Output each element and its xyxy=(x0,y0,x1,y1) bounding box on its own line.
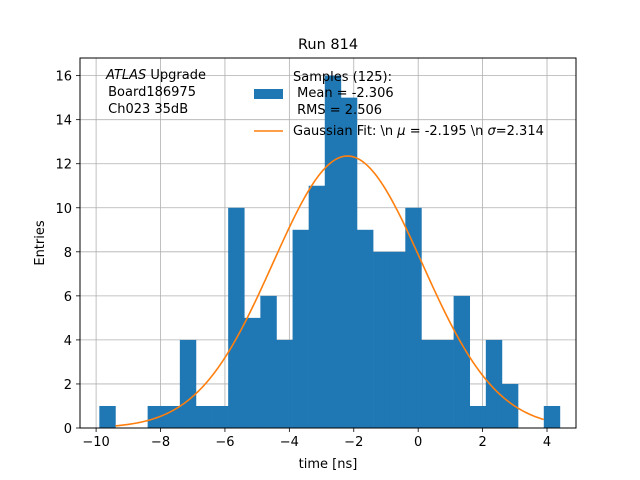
histogram-bar xyxy=(308,185,326,428)
histogram-bar xyxy=(179,339,197,428)
annotation-line-3: Ch023 35dB xyxy=(104,102,188,117)
histogram-bar xyxy=(228,207,245,428)
gaussian-fit xyxy=(115,155,545,427)
board-annotation: ATLAS Upgrade Board186975 Ch023 35dB xyxy=(104,68,206,117)
y-tick-label: 12 xyxy=(55,158,72,173)
y-tick-label: 4 xyxy=(64,334,72,349)
histogram-bar xyxy=(389,251,406,428)
histogram-bar xyxy=(195,405,213,428)
annotation-line-1: ATLAS Upgrade xyxy=(105,68,206,83)
annotation-line-2: Board186975 xyxy=(104,85,196,100)
histogram-bar xyxy=(163,405,181,428)
histogram-bar xyxy=(244,317,261,428)
histogram-bar xyxy=(340,97,358,429)
y-tick-label: 6 xyxy=(64,290,72,305)
legend-samples-line-1: Samples (125): xyxy=(293,70,392,85)
histogram-bar xyxy=(453,295,471,428)
chart-title: Run 814 xyxy=(298,37,358,53)
x-axis-label: time [ns] xyxy=(299,457,358,472)
histogram-bar xyxy=(99,405,116,428)
x-tick-label: −8 xyxy=(151,435,170,450)
histogram-bar xyxy=(373,251,390,428)
histogram-bar xyxy=(212,405,229,428)
legend-samples-line-3: RMS = 2.506 xyxy=(293,103,382,118)
y-axis-label: Entries xyxy=(33,220,48,266)
x-tick-label: −6 xyxy=(215,435,234,450)
histogram-bar xyxy=(260,295,277,428)
histogram-bar xyxy=(543,405,561,428)
histogram-bar xyxy=(485,339,503,428)
histogram-bar xyxy=(147,405,165,428)
legend-samples-swatch xyxy=(254,89,283,99)
x-tick-label: 4 xyxy=(543,435,551,450)
legend-fit-label: Gaussian Fit: \n μ = -2.195 \n σ=2.314 xyxy=(293,124,544,139)
histogram-bar xyxy=(501,383,519,428)
histogram-bar xyxy=(356,229,374,428)
histogram-bars xyxy=(99,75,561,429)
legend: Samples (125): Mean = -2.306 RMS = 2.506… xyxy=(254,70,544,139)
x-tick-label: −2 xyxy=(344,435,363,450)
histogram-bar xyxy=(469,405,487,428)
y-tick-label: 10 xyxy=(55,202,72,217)
plot-frame xyxy=(79,57,577,429)
histogram-bar xyxy=(276,339,293,428)
histogram-bar xyxy=(421,339,438,428)
y-tick-label: 8 xyxy=(64,246,72,261)
histogram-bar xyxy=(292,229,309,428)
histogram-bar xyxy=(437,339,454,428)
x-tick-label: −10 xyxy=(82,435,109,450)
y-tick-label: 14 xyxy=(55,114,72,129)
x-tick-label: 0 xyxy=(414,435,422,450)
y-tick-label: 2 xyxy=(64,378,72,393)
x-tick-label: 2 xyxy=(478,435,486,450)
legend-samples-line-2: Mean = -2.306 xyxy=(293,86,394,101)
gaussian-fit-line xyxy=(115,155,545,427)
y-axis-ticks: 0 2 4 6 8 10 12 14 16 xyxy=(55,70,80,437)
y-tick-label: 0 xyxy=(64,422,72,437)
y-tick-label: 16 xyxy=(55,70,72,85)
x-axis-ticks: −10 −8 −6 −4 −2 0 2 4 xyxy=(82,428,551,450)
histogram-bar xyxy=(405,207,422,428)
x-tick-label: −4 xyxy=(280,435,299,450)
